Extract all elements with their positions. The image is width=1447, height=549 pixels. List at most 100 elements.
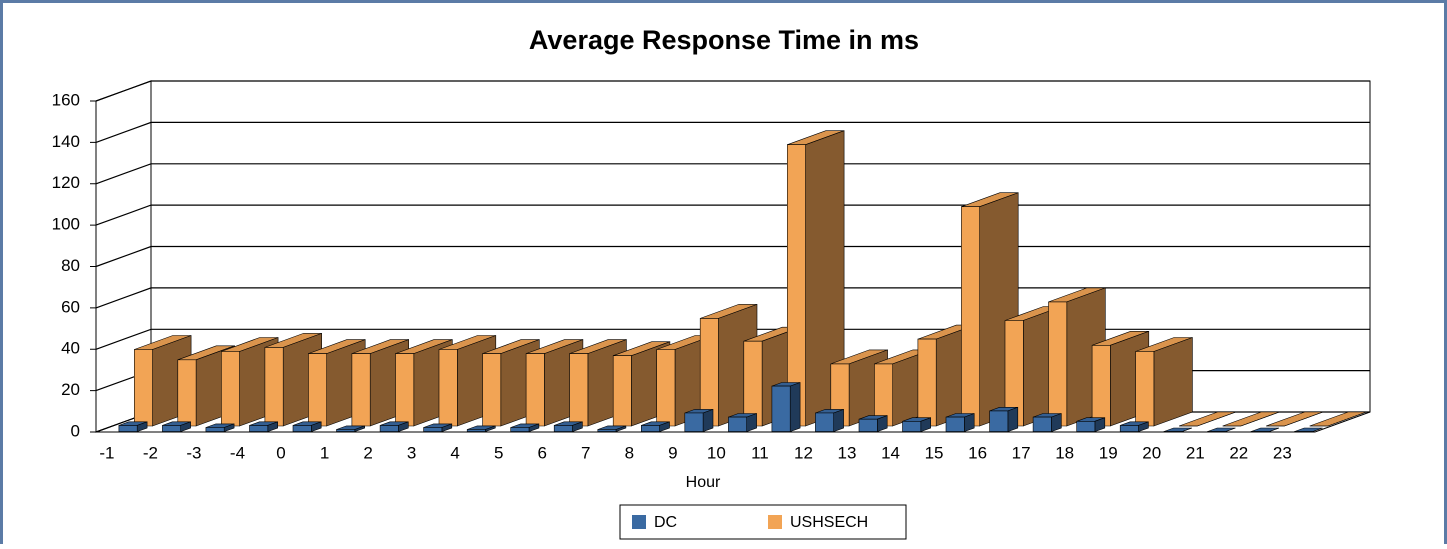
bar (815, 408, 844, 433)
bar (858, 415, 888, 433)
bar (902, 417, 932, 433)
bar-front (612, 355, 632, 427)
bar-front (379, 425, 399, 432)
bar-front (989, 410, 1009, 432)
y-tick-label: 40 (61, 339, 80, 358)
bar (1163, 427, 1193, 432)
bar-front (728, 416, 748, 432)
bar-front (308, 353, 328, 427)
x-tick-label: 15 (925, 443, 944, 462)
legend-label: DC (654, 514, 677, 531)
x-axis-label: Hour (686, 474, 721, 491)
y-tick-label: 0 (71, 421, 80, 440)
bar-front (815, 412, 835, 432)
bar-front (1076, 420, 1096, 432)
x-tick-label: 16 (968, 443, 987, 462)
bar-front (395, 353, 415, 427)
bar-front (482, 353, 502, 427)
x-tick-label: 20 (1142, 443, 1161, 462)
bar-side (702, 408, 714, 433)
bar (118, 421, 148, 433)
x-tick-label: 10 (707, 443, 726, 462)
y-tick-label: 140 (52, 132, 80, 151)
bar-side (1268, 427, 1280, 432)
bar-front (292, 425, 312, 432)
bar-front (205, 427, 225, 432)
bar-side (833, 408, 844, 433)
bar-front (423, 427, 443, 432)
bar-front (786, 144, 806, 427)
grid-line (95, 121, 1370, 143)
x-tick-label: 7 (581, 443, 590, 462)
x-tick-label: 1 (320, 443, 329, 462)
x-tick-label: 12 (794, 443, 813, 462)
bar-front (336, 429, 356, 432)
bar-side (1312, 427, 1323, 432)
bar (1207, 427, 1236, 432)
x-tick-label: 21 (1186, 443, 1205, 462)
bar-front (1091, 344, 1111, 427)
bar-side (1181, 427, 1193, 432)
bar (205, 423, 235, 433)
grid-line (95, 163, 1370, 185)
bar-front (597, 429, 617, 432)
bar (1309, 411, 1367, 427)
x-tick-label: -1 (99, 443, 114, 462)
bar-front (1004, 320, 1024, 427)
bar-front (177, 359, 197, 427)
x-tick-label: 8 (625, 443, 634, 462)
bar-front (264, 347, 284, 427)
bar-front (699, 318, 719, 427)
x-tick-label: 9 (668, 443, 677, 462)
bar-side (1153, 337, 1193, 427)
bar (1250, 427, 1280, 432)
bar (640, 421, 670, 433)
bar (1294, 427, 1323, 432)
bar (249, 421, 279, 433)
bar-front (1119, 425, 1139, 432)
bar (1222, 411, 1280, 427)
bar (1076, 417, 1106, 433)
bar-side (1197, 411, 1237, 427)
bar-front (134, 349, 153, 427)
bar-front (569, 353, 589, 427)
bar-side (1225, 427, 1236, 432)
bar-front (771, 385, 791, 432)
bar-front (945, 416, 965, 432)
bar-side (789, 382, 801, 433)
bar-front (640, 425, 660, 432)
legend-swatch (632, 515, 646, 529)
y-tick-label: 120 (52, 173, 80, 192)
x-tick-label: 23 (1273, 443, 1292, 462)
x-tick-label: 11 (751, 443, 769, 462)
x-tick-label: -4 (230, 443, 245, 462)
x-tick-label: 2 (363, 443, 372, 462)
bar-front (525, 353, 545, 427)
x-tick-label: 6 (538, 443, 547, 462)
bar-side (1240, 411, 1280, 427)
y-tick-label: 60 (61, 297, 80, 316)
x-tick-label: 4 (450, 443, 459, 462)
legend-swatch (768, 515, 782, 529)
bar-side (1007, 406, 1019, 433)
bar-front (684, 412, 704, 432)
bar-front (1135, 351, 1155, 427)
x-tick-label: 19 (1099, 443, 1118, 462)
x-tick-label: 14 (881, 443, 900, 462)
bar (945, 413, 975, 433)
legend-label: USHSECH (790, 514, 868, 531)
bar (1135, 337, 1193, 427)
bar-front (656, 349, 676, 427)
chart-title: Average Response Time in ms (529, 25, 919, 55)
y-tick-label: 100 (52, 215, 80, 234)
grid-line (95, 80, 1370, 102)
bar-front (874, 363, 894, 427)
bar-front (438, 349, 458, 427)
grid-line (95, 204, 1370, 226)
bar-front (743, 340, 763, 427)
bar (553, 421, 583, 433)
y-tick-label: 160 (52, 90, 80, 109)
bar (1119, 421, 1149, 433)
x-tick-label: 22 (1229, 443, 1248, 462)
